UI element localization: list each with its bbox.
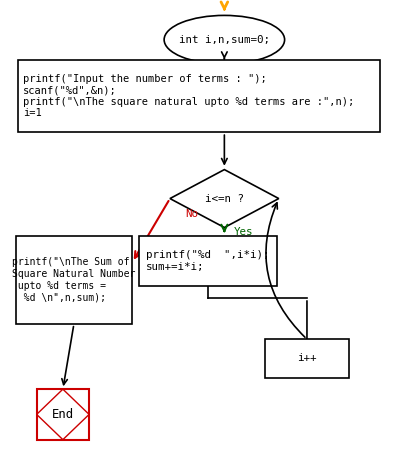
Text: i++: i++: [297, 353, 317, 363]
Text: Yes: Yes: [234, 227, 254, 236]
Text: printf("\nThe Sum of
Square Natural Number
 upto %d terms =
  %d \n",n,sum);: printf("\nThe Sum of Square Natural Numb…: [12, 258, 135, 302]
Polygon shape: [170, 170, 279, 227]
Text: printf("Input the number of terms : ");
scanf("%d",&n);
printf("\nThe square nat: printf("Input the number of terms : "); …: [23, 74, 354, 118]
Text: printf("%d  ",i*i);
sum+=i*i;: printf("%d ",i*i); sum+=i*i;: [146, 251, 270, 272]
FancyBboxPatch shape: [37, 389, 89, 439]
Text: int i,n,sum=0;: int i,n,sum=0;: [179, 35, 270, 45]
Text: End: End: [52, 408, 74, 421]
FancyBboxPatch shape: [18, 60, 380, 132]
FancyBboxPatch shape: [15, 236, 132, 324]
Ellipse shape: [164, 16, 285, 64]
FancyBboxPatch shape: [265, 339, 349, 377]
FancyBboxPatch shape: [139, 236, 277, 286]
Text: i<=n ?: i<=n ?: [205, 194, 244, 204]
Text: No: No: [186, 209, 199, 219]
